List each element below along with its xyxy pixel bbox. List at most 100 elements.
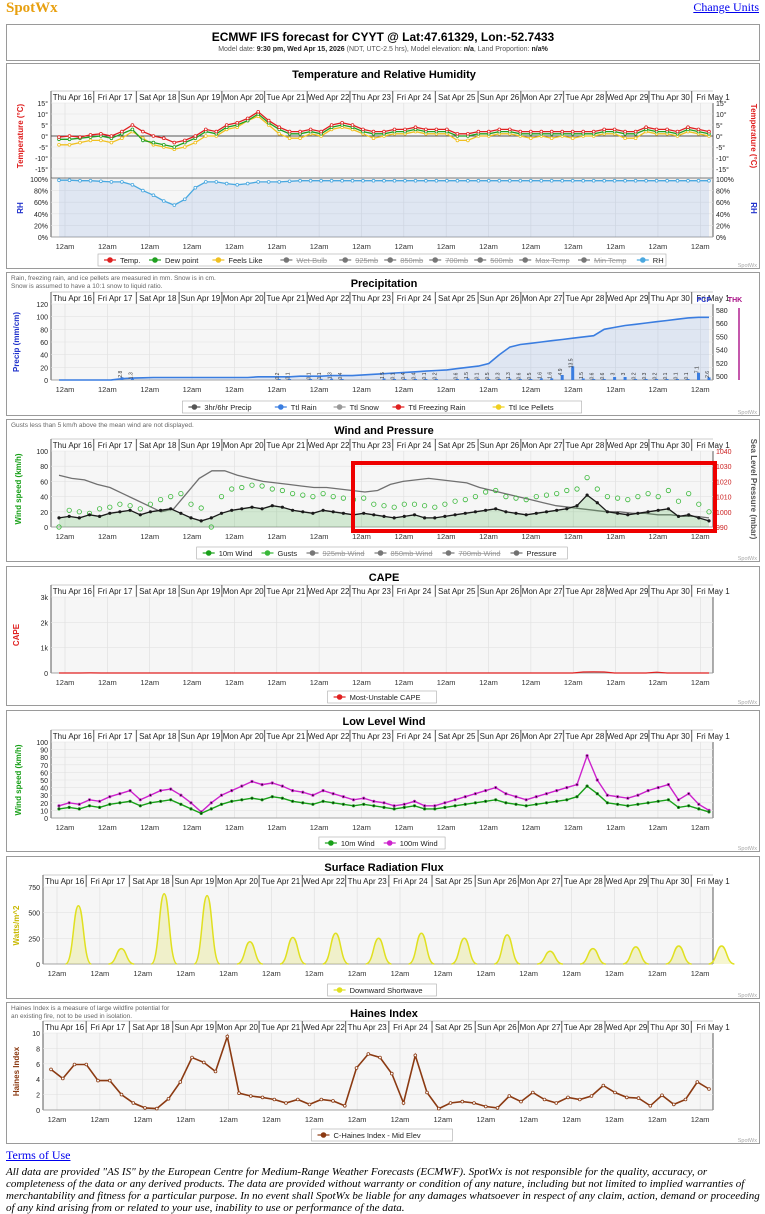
x-tick-label: 12am (648, 1115, 667, 1124)
precip-bar (518, 379, 522, 380)
wind-10m-series-point (321, 799, 325, 803)
terms-of-use-link[interactable]: Terms of Use (6, 1148, 71, 1162)
legend-marker[interactable] (205, 550, 212, 556)
legend-marker[interactable] (445, 550, 452, 556)
legend-item-label[interactable]: C-Haines Index - Mid Elev (334, 1131, 421, 1140)
legend-marker[interactable] (336, 694, 343, 700)
spotwx-logo[interactable]: SpotWx (6, 0, 58, 16)
legend-item-label[interactable]: Most-Unstable CAPE (350, 693, 421, 702)
legend-item-label[interactable]: 700mb Wind (459, 549, 501, 558)
legend-marker[interactable] (309, 550, 316, 556)
legend-item-label[interactable]: Dew point (165, 256, 199, 265)
legend-item-label[interactable]: 700mb (445, 256, 468, 265)
legend-marker[interactable] (377, 550, 384, 556)
rh-series-point (329, 178, 334, 183)
x-tick-label: 12am (394, 823, 413, 832)
legend-marker[interactable] (107, 257, 113, 263)
legend-marker[interactable] (342, 257, 349, 263)
day-label: Mon Apr 27 (522, 587, 563, 596)
gusts-series-point (158, 497, 164, 503)
x-tick-label: 12am (225, 385, 244, 394)
wind-100m-series-point (544, 792, 549, 796)
wind-10m-series-point (514, 802, 518, 806)
precip-bar (686, 379, 690, 380)
legend-marker[interactable] (477, 257, 484, 263)
legend-marker[interactable] (495, 404, 502, 410)
legend-item-label[interactable]: Ttl Snow (350, 403, 380, 412)
legend-item-label[interactable]: RH (653, 256, 664, 265)
gusts-series-point (300, 492, 306, 498)
day-label: Sun Apr 26 (477, 877, 517, 886)
legend-item-label[interactable]: Ttl Freezing Rain (408, 403, 465, 412)
legend-marker[interactable] (264, 550, 271, 556)
legend-item-label[interactable]: 500mb (490, 256, 513, 265)
wind-10m-series-point (159, 799, 163, 803)
change-units-link[interactable]: Change Units (693, 0, 759, 14)
temperature-series-point (486, 129, 491, 134)
y2-tick-label: 100% (716, 177, 734, 184)
y-tick-label: 0 (44, 816, 48, 823)
legend-marker[interactable] (386, 840, 393, 846)
y2-axis-title: Sea Level Pressure (mbar) (749, 439, 758, 540)
shortwave-area (494, 934, 521, 964)
legend-marker[interactable] (328, 840, 334, 846)
day-label: Wed Apr 29 (606, 877, 648, 886)
y2-axis-title: Temperature (°C) (749, 104, 758, 169)
wind-10m-series-point (494, 507, 498, 511)
legend-marker[interactable] (432, 257, 439, 263)
legend-marker[interactable] (320, 1132, 327, 1138)
legend-marker[interactable] (283, 257, 290, 263)
legend-item-label[interactable]: Temp. (120, 256, 140, 265)
legend-item-label[interactable]: 850mb Wind (391, 549, 433, 558)
legend-item-label[interactable]: 925mb Wind (323, 549, 365, 558)
feels-like-series-point (633, 136, 638, 140)
total-rain-series-line (59, 316, 709, 381)
legend-item-label[interactable]: Ttl Rain (291, 403, 317, 412)
precip-bar-label: 0.6 (590, 372, 596, 379)
wind-10m-series-point (473, 801, 477, 805)
legend-marker[interactable] (640, 257, 646, 263)
legend-item-label[interactable]: Feels Like (228, 256, 262, 265)
legend-marker[interactable] (336, 987, 343, 993)
legend-item-label[interactable]: 10m Wind (341, 839, 375, 848)
shortwave-peak (64, 905, 93, 965)
x-tick-label: 12am (133, 969, 152, 978)
precip-bar (560, 375, 564, 380)
y2-tick-label: 60% (716, 200, 730, 207)
legend-marker[interactable] (513, 550, 520, 556)
legend-marker[interactable] (387, 257, 394, 263)
legend-marker[interactable] (215, 257, 222, 263)
legend-marker[interactable] (278, 404, 284, 410)
wind-100m-series-point (656, 786, 660, 790)
legend-item-label[interactable]: Max Temp (535, 256, 569, 265)
legend-marker[interactable] (522, 257, 529, 263)
haines-series-point (554, 1101, 559, 1105)
legend-marker[interactable] (336, 404, 343, 410)
precip-bar-label: 0.1 (674, 372, 680, 379)
legend-item-label[interactable]: 925mb (355, 256, 378, 265)
legend-marker[interactable] (152, 257, 158, 263)
legend-marker[interactable] (395, 404, 402, 410)
x-tick-label: 12am (437, 678, 456, 687)
legend-marker[interactable] (191, 404, 198, 410)
wind-100m-series-point (483, 789, 488, 793)
y-tick-label: 80 (40, 464, 48, 471)
x-tick-label: 12am (479, 242, 498, 251)
legend-item-label[interactable]: Pressure (527, 549, 557, 558)
legend-item-label[interactable]: Downward Shortwave (350, 986, 423, 995)
wind-10m-series-point (118, 801, 122, 805)
legend-item-label[interactable]: 3hr/6hr Precip (204, 403, 251, 412)
legend-item-label[interactable]: 100m Wind (400, 839, 438, 848)
temperature-series-point (235, 120, 240, 125)
rh-series-point (644, 178, 648, 183)
x-tick-label: 12am (98, 385, 117, 394)
legend-item-label[interactable]: Gusts (278, 549, 298, 558)
wind-10m-series-point (453, 513, 457, 517)
legend-marker[interactable] (581, 257, 587, 263)
legend-item-label[interactable]: 850mb (400, 256, 423, 265)
legend-item-label[interactable]: Wet-Bulb (296, 256, 327, 265)
legend-item-label[interactable]: 10m Wind (219, 549, 253, 558)
legend-item-label[interactable]: Ttl Ice Pellets (509, 403, 554, 412)
legend-item-label[interactable]: Min Temp (594, 256, 626, 265)
shortwave-peak (193, 894, 221, 965)
